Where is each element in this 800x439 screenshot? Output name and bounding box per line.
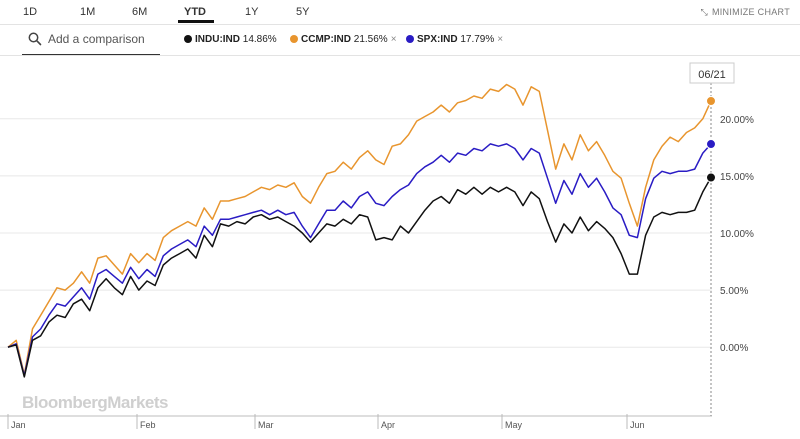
x-tick-label: Feb: [140, 420, 156, 430]
range-tab-5y[interactable]: 5Y: [296, 6, 310, 18]
series-lines: [7, 83, 712, 378]
series-line-indu: [7, 177, 712, 378]
legend-dot-ccmp: [290, 35, 298, 43]
comparison-search[interactable]: [22, 25, 160, 55]
legend-divider: [0, 55, 800, 56]
top-divider: [0, 24, 800, 25]
date-badge: 06/21: [689, 62, 735, 84]
legend-item-indu: INDU:IND 14.86%: [184, 34, 277, 45]
minimize-chart-label: MINIMIZE CHART: [711, 7, 790, 17]
comparison-search-input[interactable]: [48, 31, 158, 47]
legend-name-ccmp: CCMP:IND: [301, 34, 351, 45]
x-tick-label: Mar: [258, 420, 274, 430]
end-marker-indu: [706, 172, 716, 183]
remove-spx-icon[interactable]: ×: [497, 34, 504, 45]
legend-value-indu: 14.86%: [242, 34, 277, 45]
y-axis: 0.00% 5.00% 10.00% 15.00% 20.00%: [720, 115, 754, 354]
range-selector: 1D 1M 6M YTD 1Y 5Y ⤡ MINIMIZE CHART: [0, 0, 800, 24]
y-tick-label: 20.00%: [720, 115, 754, 126]
series-line-spx: [7, 143, 712, 377]
range-tab-1y[interactable]: 1Y: [245, 6, 259, 18]
legend-dot-indu: [184, 35, 192, 43]
legend-item-ccmp: CCMP:IND 21.56% ×: [290, 34, 397, 45]
x-axis: Jan Feb Mar Apr May Jun: [0, 414, 712, 430]
minimize-arrows-icon: ⤡: [700, 7, 708, 17]
series-end-markers: [706, 95, 716, 183]
legend-name-spx: SPX:IND: [417, 34, 458, 45]
comparison-bar: INDU:IND 14.86% CCMP:IND 21.56%× SPX:IND…: [0, 25, 800, 55]
y-tick-label: 0.00%: [720, 343, 748, 354]
range-tab-6m[interactable]: 6M: [132, 6, 148, 18]
x-tick-label: Jan: [11, 420, 26, 430]
range-tab-1d[interactable]: 1D: [23, 6, 38, 18]
x-tick-label: May: [505, 420, 523, 430]
range-tab-1m[interactable]: 1M: [80, 6, 96, 18]
active-range-indicator: [178, 20, 214, 23]
range-tab-ytd[interactable]: YTD: [184, 6, 206, 18]
legend-item-spx: SPX:IND 17.79% ×: [406, 34, 503, 45]
end-marker-spx: [706, 139, 716, 150]
series-line-ccmp: [7, 83, 712, 376]
legend-dot-spx: [406, 35, 414, 43]
performance-chart[interactable]: Jan Feb Mar Apr May Jun 0.00% 5.00% 10.00% 15.00…: [0, 56, 800, 439]
search-icon: [28, 32, 42, 46]
y-tick-label: 10.00%: [720, 229, 754, 240]
legend-name-indu: INDU:IND: [195, 34, 240, 45]
date-badge-label: 06/21: [698, 69, 726, 81]
legend-value-spx: 17.79%: [460, 34, 495, 45]
x-tick-label: Apr: [381, 420, 395, 430]
remove-ccmp-icon[interactable]: ×: [390, 34, 397, 45]
x-tick-label: Jun: [630, 420, 645, 430]
minimize-chart-button[interactable]: ⤡ MINIMIZE CHART: [700, 7, 790, 18]
bloomberg-markets-logo: BloombergMarkets: [22, 393, 168, 412]
y-tick-label: 5.00%: [720, 286, 748, 297]
y-tick-label: 15.00%: [720, 172, 754, 183]
chart-grid: [0, 118, 712, 348]
legend-value-ccmp: 21.56%: [353, 34, 388, 45]
end-marker-ccmp: [706, 95, 716, 106]
